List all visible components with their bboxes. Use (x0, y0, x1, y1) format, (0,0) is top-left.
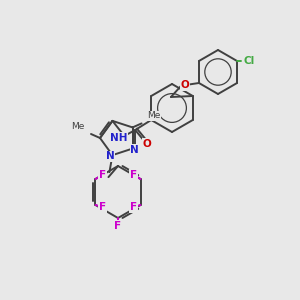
Text: F: F (114, 221, 122, 231)
Text: Me: Me (72, 122, 85, 131)
Text: F: F (130, 202, 137, 212)
Text: F: F (130, 170, 137, 180)
Text: N: N (130, 145, 139, 154)
Text: N: N (106, 151, 115, 161)
Text: NH: NH (110, 133, 128, 143)
Text: O: O (143, 139, 152, 149)
Text: Me: Me (148, 111, 161, 120)
Text: Cl: Cl (243, 56, 254, 66)
Text: F: F (99, 170, 106, 180)
Text: O: O (181, 80, 189, 90)
Text: F: F (99, 202, 106, 212)
